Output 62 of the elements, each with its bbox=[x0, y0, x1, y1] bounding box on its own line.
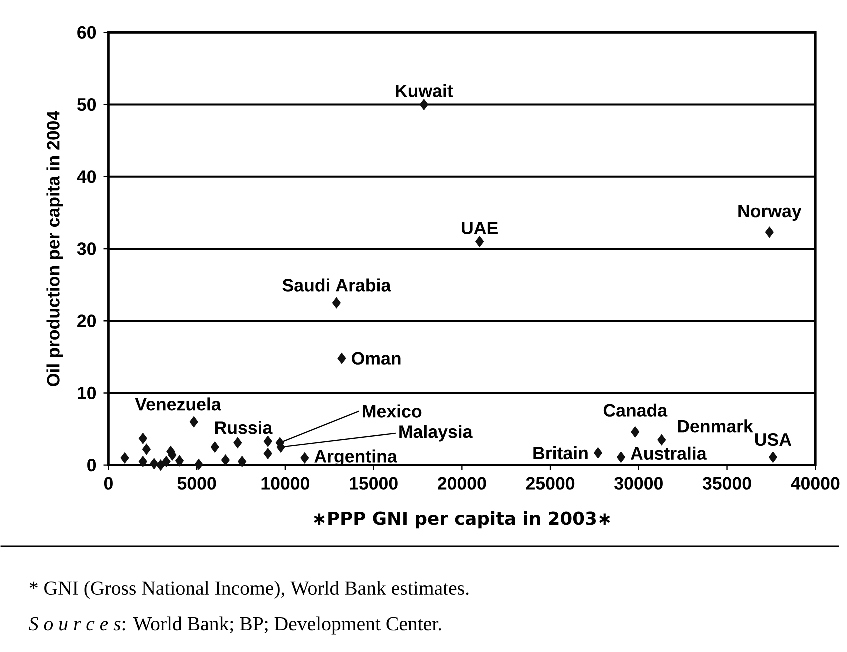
point bbox=[264, 436, 272, 447]
annotation: Mexico bbox=[363, 404, 422, 418]
y-tick-label: 20 bbox=[78, 314, 96, 328]
point bbox=[476, 236, 484, 248]
point bbox=[138, 432, 148, 444]
annotation: Kuwait bbox=[396, 84, 454, 98]
annotation: Norway bbox=[738, 204, 802, 221]
point bbox=[142, 444, 151, 455]
point bbox=[162, 456, 171, 468]
point bbox=[156, 460, 166, 471]
y-tick-label: 50 bbox=[78, 98, 96, 111]
x-tick-label: 10000 bbox=[262, 477, 310, 490]
text: S o u r c e s: World Bank; BP; Development Center. bbox=[29, 616, 442, 634]
annotation: Venezuela bbox=[135, 397, 222, 411]
y-tick-label: 40 bbox=[77, 170, 96, 183]
point bbox=[616, 452, 626, 463]
x-tick-label: 30000 bbox=[614, 477, 663, 490]
point bbox=[658, 434, 666, 446]
annotation: Saudi Arabia bbox=[282, 278, 392, 292]
y-tick-label: 0 bbox=[88, 458, 96, 472]
x-tick-label: 15000 bbox=[350, 477, 398, 490]
point bbox=[332, 297, 341, 308]
point bbox=[594, 447, 603, 458]
point bbox=[234, 437, 242, 448]
y-tick-label: 10 bbox=[78, 386, 96, 400]
point bbox=[264, 448, 272, 460]
annotation: Canada bbox=[604, 404, 668, 417]
point bbox=[221, 454, 230, 466]
point bbox=[150, 458, 159, 470]
point bbox=[190, 416, 198, 428]
annotation: Argentina bbox=[314, 450, 398, 466]
annotation: Russia bbox=[215, 420, 273, 434]
annotation: USA bbox=[755, 433, 792, 446]
x-tick-label: 5000 bbox=[178, 477, 216, 490]
x-axis-title: ∗PPP GNI per capita in 2003∗ bbox=[314, 511, 610, 528]
x-tick-label: 35000 bbox=[702, 477, 752, 490]
y-axis-title: Oil production per capita in 2004 bbox=[46, 110, 64, 386]
annotation: Oman bbox=[352, 352, 401, 365]
point bbox=[238, 456, 247, 468]
text: * GNI (Gross National Income), World Bank estimates. bbox=[30, 580, 469, 599]
annotation: Malaysia bbox=[400, 424, 473, 442]
x-tick-label: 0 bbox=[104, 477, 113, 490]
point bbox=[768, 452, 778, 463]
point bbox=[138, 456, 148, 468]
point bbox=[120, 452, 130, 464]
annotation: Denmark bbox=[678, 419, 754, 433]
annotation: UAE bbox=[462, 222, 498, 234]
point bbox=[765, 226, 774, 238]
point bbox=[210, 442, 220, 453]
point bbox=[300, 452, 310, 464]
x-tick-label: 20000 bbox=[438, 477, 486, 490]
point bbox=[631, 426, 640, 438]
x-tick-label: 40000 bbox=[791, 477, 840, 490]
point bbox=[176, 455, 184, 466]
annotation: Britain bbox=[534, 446, 588, 460]
point bbox=[420, 99, 428, 110]
point bbox=[338, 352, 346, 364]
annotation: Australia bbox=[630, 446, 707, 460]
point bbox=[194, 458, 204, 470]
x-tick-label: 25000 bbox=[526, 477, 575, 490]
y-tick-label: 30 bbox=[77, 242, 96, 256]
y-tick-label: 60 bbox=[78, 26, 96, 39]
